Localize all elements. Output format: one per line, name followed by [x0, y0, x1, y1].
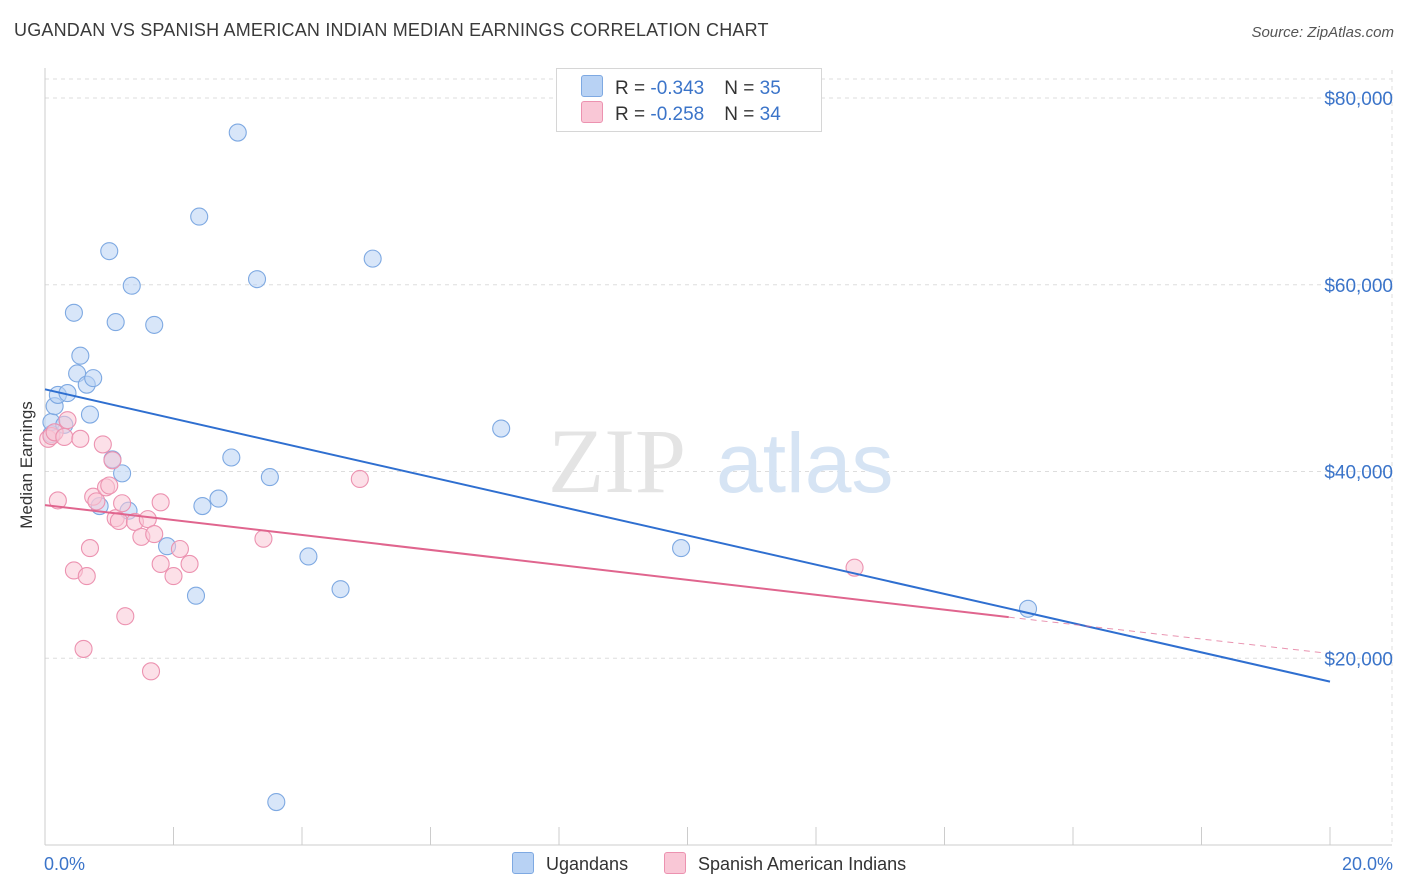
r-label: R =: [615, 78, 651, 99]
legend-label-spanish-american-indians: Spanish American Indians: [698, 854, 907, 874]
ugandans-point-26: [228, 123, 247, 142]
ugandans-point-24: [209, 489, 228, 508]
y-tick-label-1: $40,000: [1324, 463, 1393, 484]
spanish-american-indians-point-32: [350, 469, 369, 489]
y-tick-label-3: $80,000: [1324, 89, 1393, 110]
spanish-american-indians-point-12: [87, 492, 106, 511]
ugandans-legend-swatch: [512, 852, 534, 874]
watermark-atlas: atlas: [716, 416, 893, 510]
spanish-american-indians-point-15: [100, 476, 119, 495]
source-credit: Source: ZipAtlas.com: [1251, 24, 1394, 41]
spanish-american-indians-point-25: [151, 554, 170, 573]
x-tick-labels: 0.0% 20.0%: [44, 854, 1393, 874]
spanish-american-indians-trend-extension: [1008, 616, 1331, 655]
r-value: -0.258: [650, 104, 705, 125]
r-label: R =: [615, 104, 651, 125]
watermark-zip: ZIP: [548, 410, 686, 512]
ugandans-point-32: [363, 249, 382, 268]
spanish-american-indians-point-27: [164, 567, 183, 586]
spanish-american-indians-point-23: [141, 662, 161, 681]
ugandans-point-31: [331, 580, 350, 599]
chart-title: UGANDAN VS SPANISH AMERICAN INDIAN MEDIA…: [14, 20, 769, 40]
spanish-american-indians-point-28: [170, 539, 189, 559]
ugandans-trend-line: [44, 388, 1331, 683]
ugandans-point-21: [186, 586, 206, 605]
ugandans-point-30: [299, 547, 318, 566]
spanish-american-indians-point-19: [113, 494, 132, 513]
ugandans-point-25: [222, 448, 241, 467]
ugandans-point-10: [80, 405, 100, 424]
spanish-american-indians-points: [39, 411, 864, 681]
ugandans-point-13: [100, 242, 119, 261]
axes: [44, 68, 1392, 846]
spanish-american-indians-point-7: [71, 429, 90, 448]
ugandans-point-23: [193, 497, 212, 516]
x-tick-label-min: 0.0%: [44, 854, 85, 874]
ugandans-point-15: [106, 313, 125, 332]
spanish-american-indians-point-22: [138, 510, 157, 529]
spanish-american-indians-point-26: [151, 493, 170, 512]
spanish-american-indians-point-10: [80, 539, 100, 558]
spanish-american-indians-point-31: [254, 529, 273, 548]
legend-row-spanish-american-indians: R = -0.258 N = 34: [581, 101, 781, 127]
n-value: 34: [759, 104, 781, 125]
series-legend: Ugandans Spanish American Indians: [0, 852, 1406, 878]
spanish-american-indians-point-29: [180, 554, 199, 573]
n-label: N =: [724, 104, 760, 125]
ugandans-point-27: [247, 270, 267, 289]
legend-item-ugandans: Ugandans: [512, 852, 628, 875]
ugandans-point-16: [113, 464, 132, 483]
ugandans-swatch: [581, 75, 603, 97]
n-label: N =: [724, 78, 760, 99]
ugandans-point-28: [260, 468, 279, 487]
trend-lines: [44, 388, 1331, 683]
ugandans-point-8: [71, 346, 90, 365]
legend-item-spanish-american-indians: Spanish American Indians: [664, 852, 906, 875]
correlation-legend: R = -0.343 N = 35 R = -0.258 N = 34: [556, 68, 822, 132]
spanish-american-indians-point-5: [58, 411, 77, 430]
r-value: -0.343: [650, 78, 705, 99]
y-tick-label-0: $20,000: [1324, 649, 1393, 670]
n-value: 35: [759, 78, 781, 99]
y-tick-label-2: $60,000: [1324, 276, 1393, 297]
spanish-american-indians-point-16: [103, 451, 122, 470]
legend-row-ugandans: R = -0.343 N = 35: [581, 75, 781, 101]
spanish-american-indians-point-9: [77, 567, 96, 586]
ugandans-point-6: [64, 303, 83, 322]
spanish-american-indians-point-8: [74, 639, 93, 658]
spanish-american-indians-point-13: [93, 435, 112, 454]
y-axis-label: Median Earnings: [17, 401, 36, 529]
spanish-american-indians-trend-line: [44, 504, 1009, 619]
spanish-american-indians-swatch: [581, 101, 603, 123]
legend-label-ugandans: Ugandans: [546, 854, 629, 874]
ugandans-point-11: [84, 369, 103, 388]
y-tick-labels: $20,000 $40,000 $60,000 $80,000: [1324, 89, 1393, 670]
spanish-american-indians-point-4: [55, 427, 74, 447]
watermark: ZIP atlas: [548, 410, 893, 512]
x-tick-label-max: 20.0%: [1342, 854, 1393, 874]
spanish-american-indians-point-30: [116, 607, 135, 626]
spanish-american-indians-legend-swatch: [664, 852, 686, 874]
ugandans-point-19: [145, 315, 164, 334]
ugandans-point-18: [122, 276, 141, 295]
ugandans-point-22: [190, 207, 209, 226]
ugandans-point-33: [492, 419, 511, 438]
ugandans-point-29: [267, 792, 286, 812]
spanish-american-indians-point-3: [48, 491, 67, 510]
spanish-american-indians-point-24: [145, 525, 164, 544]
ugandans-point-34: [672, 539, 691, 558]
